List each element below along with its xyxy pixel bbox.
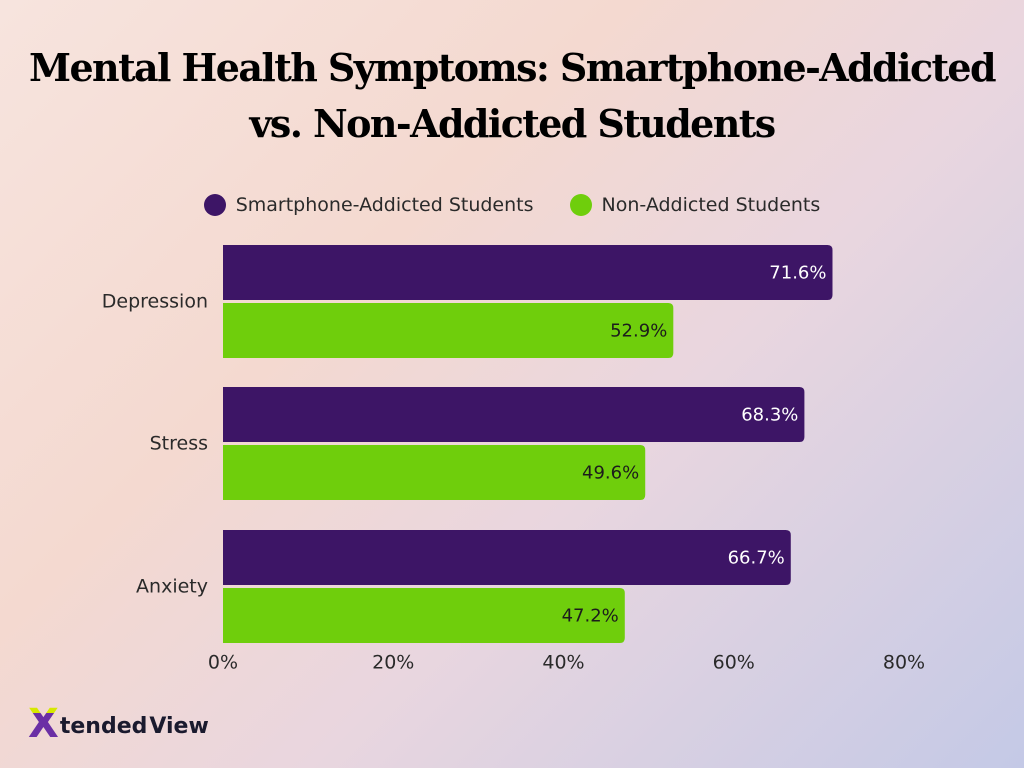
data-label-non-addicted-depression: 52.9% — [610, 321, 667, 342]
chart-title-line-1: Mental Health Symptoms: Smartphone-Addic… — [29, 45, 997, 90]
legend-label-addicted: Smartphone-Addicted Students — [235, 194, 534, 216]
x-tick-label-20: 20% — [372, 652, 414, 674]
brand-logo: X tendedView — [28, 700, 209, 744]
legend-item-non-addicted: Non-Addicted Students — [569, 194, 821, 216]
bar-non-addicted-depression — [223, 303, 674, 358]
x-tick-label-80: 80% — [883, 652, 925, 674]
legend-swatch-non-addicted — [569, 194, 592, 216]
chart-title: Mental Health Symptoms: Smartphone-Addic… — [0, 40, 1024, 152]
bar-non-addicted-anxiety — [223, 588, 625, 643]
x-tick-label-0: 0% — [208, 652, 238, 674]
legend-label-non-addicted: Non-Addicted Students — [601, 194, 821, 216]
chart-title-line-2: vs. Non-Addicted Students — [249, 101, 776, 146]
data-label-addicted-anxiety: 66.7% — [728, 548, 785, 569]
data-label-non-addicted-stress: 49.6% — [582, 463, 639, 484]
chart-legend: Smartphone-Addicted Students Non-Addicte… — [0, 188, 1024, 222]
category-label-depression: Depression — [102, 291, 208, 313]
bar-non-addicted-stress — [223, 445, 646, 500]
bar-addicted-anxiety — [223, 530, 791, 585]
category-label-anxiety: Anxiety — [136, 576, 208, 598]
logo-word-1: tended — [59, 714, 148, 739]
legend-swatch-addicted — [203, 194, 226, 216]
data-label-addicted-depression: 71.6% — [769, 263, 826, 284]
logo-mark: X — [28, 701, 59, 747]
x-tick-label-60: 60% — [713, 652, 755, 674]
data-label-addicted-stress: 68.3% — [741, 405, 798, 426]
bar-addicted-depression — [223, 245, 833, 300]
data-label-non-addicted-anxiety: 47.2% — [562, 606, 619, 627]
logo-word-2: View — [149, 714, 209, 739]
logo-wordmark: tendedView — [60, 714, 209, 744]
x-tick-label-40: 40% — [542, 652, 584, 674]
legend-item-addicted: Smartphone-Addicted Students — [203, 194, 534, 216]
category-label-stress: Stress — [150, 433, 208, 455]
bar-addicted-stress — [223, 387, 805, 442]
